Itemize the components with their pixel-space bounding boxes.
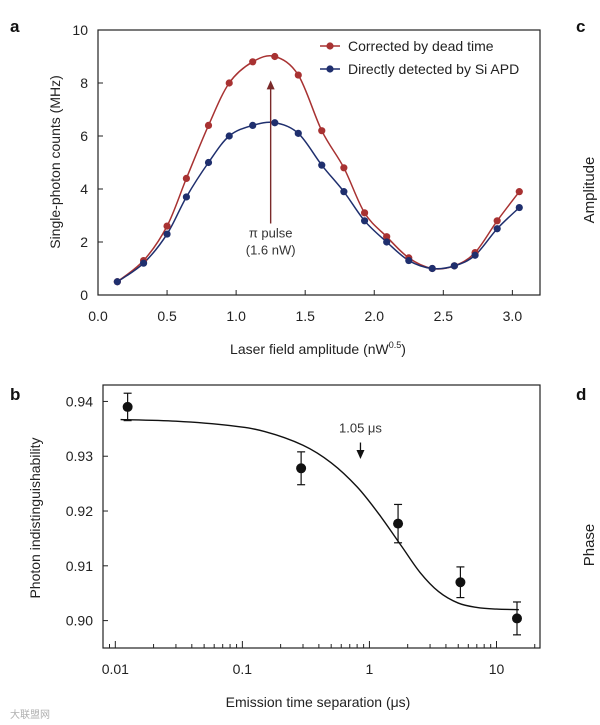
data-point-series-1: [405, 256, 413, 265]
chart-b-xlabel: Emission time separation (μs): [226, 694, 411, 710]
data-point-series-0: [204, 121, 213, 129]
data-point: [393, 518, 404, 529]
chart-b-ytick-label: 0.92: [66, 503, 93, 519]
chart-a-xtick-label: 3.0: [503, 308, 523, 324]
data-point-series-1: [249, 121, 257, 129]
chart-a-xtick-label: 0.5: [157, 308, 177, 324]
data-point-series-0: [383, 233, 391, 241]
data-point: [122, 401, 133, 412]
chart-b-ytick-label: 0.90: [66, 613, 93, 629]
data-point: [511, 613, 522, 624]
chart-a-xlabel-sup: 0.5: [389, 340, 402, 350]
chart-a-ytick-label: 6: [80, 128, 88, 144]
data-point-series-0: [271, 52, 279, 61]
data-point-series-1: [271, 119, 279, 127]
chart-b: 0.01 0.1 1 10 0.90 0.91 0.92 0.93 0.94 1.05 μs E…: [27, 384, 541, 710]
data-point-series-1: [493, 225, 501, 233]
data-point-series-1: [471, 251, 479, 259]
panel-letter-a: a: [10, 17, 20, 36]
side-label-amplitude: Amplitude: [581, 157, 598, 224]
data-point-series-1: [139, 259, 148, 267]
data-point-series-1: [318, 161, 326, 169]
pi-pulse-label: π pulse: [249, 225, 293, 240]
chart-b-xtick-label: 0.1: [233, 661, 253, 677]
data-point: [455, 577, 466, 588]
chart-a-ticks: 0.0 0.5 1.0 1.5 2.0 2.5 3.0 0 2 4 6 8 10: [72, 22, 522, 324]
pi-pulse-arrowhead: [266, 80, 275, 90]
data-point-series-1: [340, 188, 348, 196]
legend-marker-direct: [326, 65, 334, 73]
data-point-series-1: [182, 193, 190, 201]
chart-a-legend: Corrected by dead time Directly detected…: [320, 38, 519, 77]
chart-b-xtick-label: 0.01: [102, 661, 129, 677]
chart-b-points: [122, 392, 522, 636]
data-point-series-0: [225, 79, 233, 87]
chart-a-ytick-label: 8: [80, 75, 88, 91]
data-point-series-1: [204, 158, 213, 167]
data-point-series-0: [515, 188, 523, 196]
legend-label-direct: Directly detected by Si APD: [348, 61, 519, 77]
pi-pulse-power-label: (1.6 nW): [246, 242, 296, 257]
chart-a-lines: [116, 55, 520, 283]
time-annotation-arrowhead: [356, 449, 365, 459]
chart-a-ytick-label: 2: [80, 234, 88, 250]
data-point-series-1: [225, 132, 233, 140]
series-line-0: [116, 55, 520, 283]
data-point-series-1: [515, 203, 523, 212]
data-point-series-0: [360, 209, 369, 217]
data-point-series-0: [163, 222, 171, 230]
chart-a-xlabel-main: Laser field amplitude (nW: [230, 341, 390, 357]
chart-a-ylabel: Single-photon counts (MHz): [47, 75, 63, 249]
chart-a-xtick-label: 2.5: [434, 308, 454, 324]
chart-b-ylabel: Photon indistinguishability: [27, 437, 43, 598]
data-point-series-1: [383, 238, 391, 246]
chart-b-ticks: 0.01 0.1 1 10 0.90 0.91 0.92 0.93 0.94: [66, 393, 536, 677]
panel-letter-c: c: [576, 17, 585, 36]
data-point-series-1: [450, 262, 458, 270]
chart-a-xtick-label: 1.5: [295, 308, 315, 324]
data-point-series-0: [340, 164, 348, 172]
data-point: [296, 463, 307, 474]
chart-a-frame: [97, 29, 541, 296]
time-annotation-label: 1.05 μs: [339, 421, 382, 436]
chart-a-ytick-label: 10: [72, 22, 88, 38]
data-point-series-1: [163, 230, 171, 238]
panel-letter-d: d: [576, 385, 586, 404]
data-point-series-0: [249, 58, 257, 66]
side-label-phase: Phase: [581, 524, 598, 567]
chart-b-xtick-label: 1: [366, 661, 374, 677]
panel-letter-b: b: [10, 385, 20, 404]
data-point-series-1: [428, 264, 436, 273]
data-point-series-1: [360, 217, 369, 225]
chart-a-xlabel: Laser field amplitude (nW0.5): [230, 340, 406, 357]
chart-a-xtick-label: 0.0: [88, 308, 108, 324]
data-point-series-1: [113, 278, 121, 286]
chart-a-points: [113, 52, 523, 286]
chart-b-ytick-label: 0.94: [66, 393, 93, 409]
chart-a-xtick-label: 2.0: [365, 308, 385, 324]
chart-b-xtick-label: 10: [489, 661, 505, 677]
chart-b-ytick-label: 0.93: [66, 448, 93, 464]
legend-label-corrected: Corrected by dead time: [348, 38, 494, 54]
chart-a-ytick-label: 0: [80, 287, 88, 303]
data-point-series-0: [318, 127, 326, 135]
chart-b-ytick-label: 0.91: [66, 558, 93, 574]
chart-a-xlabel-end: ): [401, 341, 406, 357]
chart-a: 0.0 0.5 1.0 1.5 2.0 2.5 3.0 0 2 4 6 8 10 π pulse (1.…: [47, 22, 541, 357]
chart-a-ytick-label: 4: [80, 181, 88, 197]
chart-b-frame: [102, 384, 541, 649]
data-point-series-0: [294, 71, 302, 79]
watermark: 大联盟网: [10, 708, 50, 721]
chart-b-fit-curve: [120, 418, 519, 611]
chart-a-xtick-label: 1.0: [226, 308, 246, 324]
data-point-series-0: [182, 174, 190, 182]
data-point-series-1: [294, 129, 302, 137]
data-point-series-0: [493, 217, 501, 225]
legend-marker-corrected: [326, 42, 334, 50]
